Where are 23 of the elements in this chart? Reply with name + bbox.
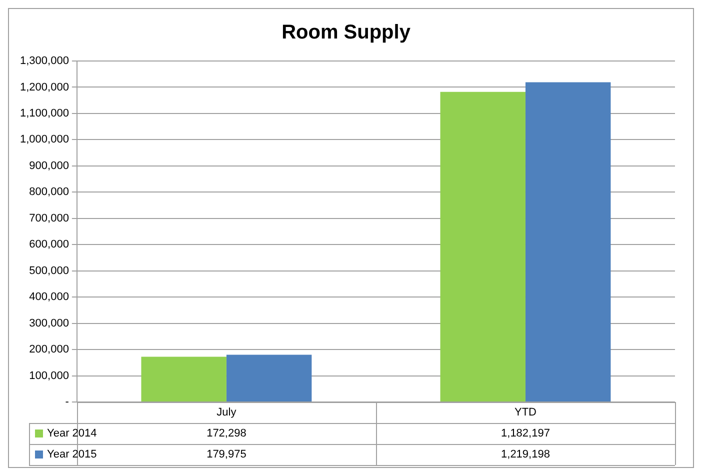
data-label: 1,182,197 bbox=[501, 428, 550, 440]
y-tick-label: 1,200,000 bbox=[20, 81, 69, 94]
y-tick-label: 1,300,000 bbox=[20, 55, 69, 68]
y-tick-label: 600,000 bbox=[29, 238, 69, 251]
x-tick-label: YTD bbox=[514, 406, 537, 419]
x-tick-label: July bbox=[216, 406, 237, 419]
y-tick-label: 200,000 bbox=[29, 344, 69, 356]
y-tick-label: - bbox=[65, 396, 70, 408]
y-tick-label: 700,000 bbox=[29, 212, 69, 224]
y-tick-label: 100,000 bbox=[29, 370, 69, 382]
y-tick-label: 1,000,000 bbox=[20, 134, 69, 146]
y-tick-label: 900,000 bbox=[29, 160, 69, 172]
y-tick-label: 800,000 bbox=[29, 186, 69, 198]
y-tick-label: 1,100,000 bbox=[20, 107, 69, 120]
y-tick-label: 300,000 bbox=[29, 317, 69, 330]
y-tick-label: 400,000 bbox=[29, 291, 69, 304]
data-label: 1,219,198 bbox=[501, 448, 550, 461]
y-tick-label: 500,000 bbox=[29, 264, 69, 277]
legend-label: Year 2014 bbox=[47, 428, 97, 440]
chart-title: Room Supply bbox=[282, 22, 412, 44]
data-label: 172,298 bbox=[206, 428, 246, 440]
data-label: 179,975 bbox=[206, 448, 246, 461]
legend-label: Year 2015 bbox=[47, 448, 97, 461]
